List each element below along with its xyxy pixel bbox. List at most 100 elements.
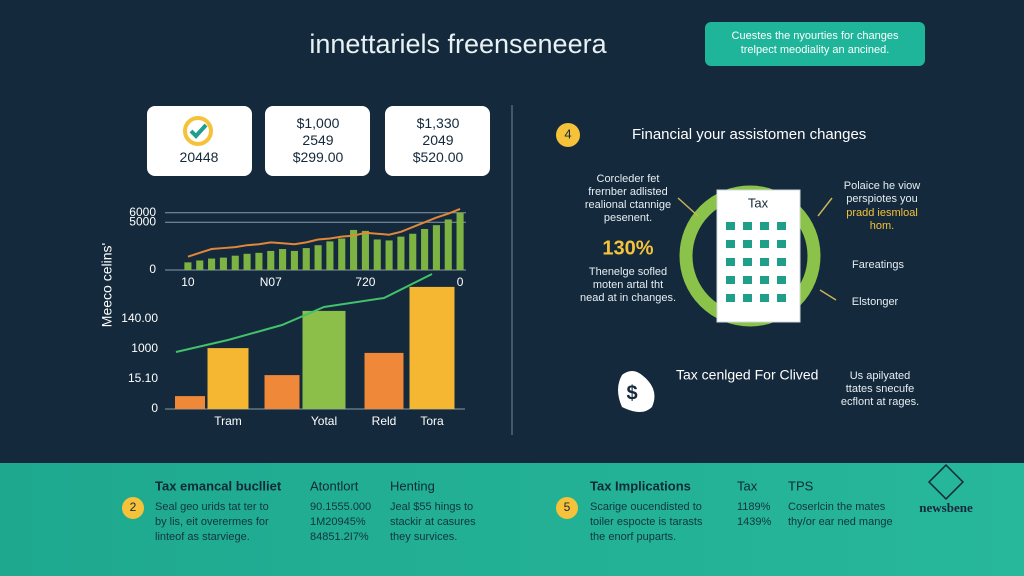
text-line: toiler espocte is tarasts — [590, 516, 703, 528]
bar — [326, 241, 334, 270]
text-line: by lis, eit overermes for — [155, 516, 269, 528]
bar — [196, 260, 204, 270]
doc-cell — [760, 222, 769, 230]
y-tick-label: 15.10 — [128, 371, 158, 385]
text-line: thy/or ear ned mange — [788, 516, 893, 528]
text-line: $1,000 — [297, 115, 340, 131]
title: innettariels freenseneera — [309, 29, 607, 59]
card — [147, 106, 252, 176]
bar — [444, 219, 452, 270]
text-line: hom. — [870, 220, 894, 232]
logo: newsbene — [919, 500, 973, 515]
text-line: pesenent. — [604, 212, 652, 224]
bar — [456, 212, 464, 270]
bar — [373, 239, 381, 270]
x-tick-label: Yotal — [311, 414, 337, 428]
footer — [0, 463, 1024, 576]
bar — [207, 348, 249, 409]
text-line: Cuestes the nyourties for changes — [732, 30, 899, 42]
step-number: 4 — [564, 126, 571, 141]
bar — [364, 352, 404, 409]
badge-text: Cuestes the nyourties for changes trelpec… — [732, 30, 899, 56]
step-number: 2 — [130, 500, 137, 514]
x-tick-label: 0 — [457, 275, 464, 289]
doc-cell — [760, 294, 769, 302]
label: Fareatings — [852, 259, 904, 271]
bar — [409, 286, 455, 409]
footer-title: Tax — [737, 478, 758, 493]
bar — [409, 233, 417, 270]
badge — [705, 22, 925, 66]
text-line: 20448 — [180, 149, 219, 165]
text-line: ttates snecufe — [846, 383, 915, 395]
text-line: trelpect meodiality an ancined. — [741, 44, 890, 56]
card-text: $1,330 2049 $520.00 — [413, 115, 464, 165]
doc-cell — [760, 276, 769, 284]
check-mark — [189, 123, 208, 139]
text-block: Us apilyated ttates snecufe ecflont at rag… — [841, 370, 919, 408]
text-line: $520.00 — [413, 149, 464, 165]
footer-title: Atontlort — [310, 478, 359, 493]
text-line: nead at in changes. — [580, 292, 676, 304]
bar — [208, 258, 216, 270]
card — [265, 106, 370, 176]
text-line: realional ctannige — [585, 199, 671, 211]
text-line: 1439% — [737, 516, 771, 528]
text-block: Thenelge sofled moten artal tht nead at in… — [580, 266, 676, 304]
doc-cell — [777, 294, 786, 302]
doc-cell — [726, 294, 735, 302]
y-tick-label: 0 — [149, 262, 156, 276]
bar — [432, 225, 440, 270]
x-tick-label: Reld — [372, 414, 397, 428]
card — [385, 106, 490, 176]
y-tick-label: 5000 — [129, 214, 156, 228]
bar — [397, 236, 405, 270]
doc-cell — [777, 240, 786, 248]
bar — [314, 245, 322, 270]
text-line: Us apilyated — [850, 370, 911, 382]
bar — [302, 310, 346, 409]
text-line: 2049 — [422, 132, 453, 148]
step-badge — [556, 497, 578, 519]
bar — [338, 238, 346, 270]
footer-text: 1189% 1439% — [737, 501, 771, 528]
y-tick-label: 140.00 — [121, 311, 158, 325]
text-block: Corcleder fet frernber adlisted realional … — [585, 173, 671, 224]
text-line: they survices. — [390, 531, 457, 543]
check-icon — [183, 116, 213, 146]
text-line: $299.00 — [293, 149, 344, 165]
bar — [219, 257, 227, 270]
bar — [361, 230, 369, 270]
doc-cell — [777, 276, 786, 284]
money-bag — [618, 371, 655, 412]
doc-cell — [743, 240, 752, 248]
text-line: 1189% — [737, 501, 771, 513]
doc-cell — [760, 258, 769, 266]
step-number: 5 — [564, 500, 571, 514]
text-line: the enorf puparts. — [590, 531, 676, 543]
text-line: pradd iesmloal — [846, 207, 918, 219]
doc-title: Tax — [748, 195, 769, 210]
card-text: $1,000 2549 $299.00 — [293, 115, 344, 165]
bar — [184, 262, 192, 270]
footer-text: Jeal $55 hings to stackir at casures they … — [390, 501, 476, 543]
text-line: Jeal $55 hings to — [390, 501, 473, 513]
text-line: Corcleder fet — [597, 173, 660, 185]
doc-cell — [777, 258, 786, 266]
pointer-lines — [677, 197, 837, 301]
bar — [243, 253, 251, 270]
y-tick-label: 6000 — [129, 205, 156, 219]
doc-cell — [743, 276, 752, 284]
doc-grid — [726, 222, 786, 302]
x-tick-label: Tram — [214, 414, 242, 428]
text-block: Polaice he viow perspiotes you — [844, 180, 920, 205]
footer-title: TPS — [788, 478, 814, 493]
doc-cell — [760, 240, 769, 248]
step-badge — [556, 123, 580, 147]
label: Elstonger — [852, 296, 899, 308]
text-line: Thenelge sofled — [589, 266, 667, 278]
card-text: 20448 — [180, 149, 219, 165]
text-line: 1M20945% — [310, 516, 366, 528]
